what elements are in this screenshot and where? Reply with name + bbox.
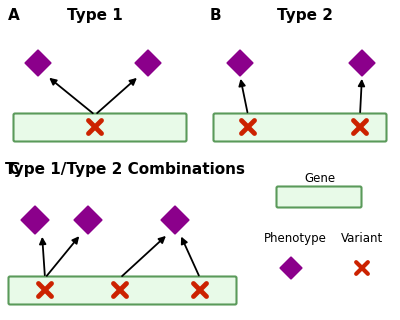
Polygon shape [21, 206, 49, 234]
Polygon shape [349, 50, 375, 76]
Polygon shape [161, 206, 189, 234]
Polygon shape [135, 50, 161, 76]
Polygon shape [74, 206, 102, 234]
Text: C: C [8, 162, 19, 177]
Polygon shape [227, 50, 253, 76]
Text: A: A [8, 8, 20, 23]
Text: Gene: Gene [304, 172, 336, 185]
Polygon shape [280, 257, 302, 279]
Text: B: B [210, 8, 222, 23]
Polygon shape [25, 50, 51, 76]
FancyBboxPatch shape [276, 187, 362, 207]
FancyBboxPatch shape [8, 276, 236, 305]
FancyBboxPatch shape [214, 114, 386, 141]
Text: Type 1: Type 1 [67, 8, 123, 23]
Text: Variant: Variant [341, 232, 383, 245]
FancyBboxPatch shape [14, 114, 186, 141]
Text: Phenotype: Phenotype [264, 232, 326, 245]
Text: Type 2: Type 2 [277, 8, 333, 23]
Text: Type 1/Type 2 Combinations: Type 1/Type 2 Combinations [5, 162, 245, 177]
